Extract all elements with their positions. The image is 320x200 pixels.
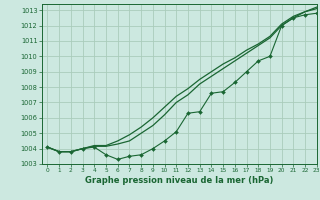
X-axis label: Graphe pression niveau de la mer (hPa): Graphe pression niveau de la mer (hPa): [85, 176, 273, 185]
